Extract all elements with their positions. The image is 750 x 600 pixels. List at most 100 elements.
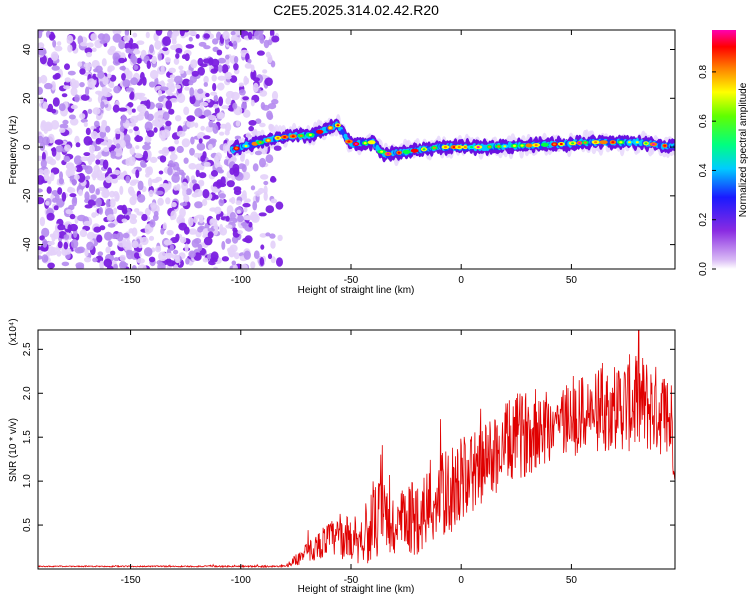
heatmap-noise-cell xyxy=(242,221,247,229)
heatmap-noise-cell xyxy=(119,254,126,262)
heatmap-noise-cell xyxy=(87,108,93,115)
heatmap-noise-cell xyxy=(218,193,226,199)
heatmap-noise-cell xyxy=(149,69,159,80)
heatmap-noise-cell xyxy=(244,158,250,166)
top-x-tick-label: -50 xyxy=(344,275,359,286)
heatmap-noise-cell xyxy=(134,135,144,142)
heatmap-noise-cell xyxy=(160,65,165,74)
heatmap-noise-cell xyxy=(211,74,217,82)
heatmap-peak-center xyxy=(520,144,524,147)
heatmap-noise-cell xyxy=(127,186,135,195)
heatmap-noise-cell xyxy=(175,115,182,122)
heatmap-noise-cell xyxy=(213,94,218,102)
heatmap-noise-cell xyxy=(185,188,192,196)
heatmap-noise-cell xyxy=(166,229,174,236)
heatmap-noise-cell xyxy=(136,211,144,216)
heatmap-noise-cell xyxy=(251,130,258,136)
heatmap-noise-cell xyxy=(43,168,50,176)
heatmap-noise-cell xyxy=(255,190,261,197)
heatmap-noise-cell xyxy=(256,50,265,56)
heatmap-noise-cell xyxy=(267,253,273,260)
heatmap-noise-cell xyxy=(47,241,55,246)
heatmap-noise-cell xyxy=(55,145,64,153)
heatmap-noise-cell xyxy=(95,154,102,160)
bottom-y-axis-label: SNR (10 * v/v) xyxy=(8,418,19,482)
heatmap-noise-cell xyxy=(39,216,46,227)
heatmap-noise-cell xyxy=(50,81,56,91)
heatmap-noise-cell xyxy=(265,232,271,237)
heatmap-noise-cell xyxy=(209,218,218,227)
heatmap-noise-cell xyxy=(90,194,97,200)
heatmap-noise-cell xyxy=(154,40,162,50)
heatmap-noise-cell xyxy=(271,99,279,105)
top-x-tick-label: -100 xyxy=(231,275,251,286)
heatmap-noise-cell xyxy=(110,250,116,256)
heatmap-peak-center xyxy=(363,142,367,145)
heatmap-noise-cell xyxy=(171,201,177,208)
heatmap-noise-cell xyxy=(132,49,141,55)
heatmap-noise-cell xyxy=(74,174,80,181)
heatmap-peak-center xyxy=(283,135,287,139)
heatmap-noise-cell xyxy=(133,126,139,132)
heatmap-noise-cell xyxy=(175,53,180,59)
heatmap-noise-cell xyxy=(47,176,52,185)
heatmap-noise-cell xyxy=(222,30,230,40)
top-panel: -150 -100 -50 0 50 -40 -20 0 20 40 Height of str… xyxy=(8,29,676,296)
heatmap-noise-cell xyxy=(69,213,76,220)
heatmap-noise-cell xyxy=(71,179,77,186)
heatmap-noise-cell xyxy=(138,243,143,249)
heatmap-noise-cell xyxy=(185,44,195,49)
heatmap-noise-cell xyxy=(160,227,165,235)
heatmap-noise-cell xyxy=(218,198,225,207)
colorbar-label: Normalized spectral amplitude xyxy=(738,82,749,217)
heatmap-noise-cell xyxy=(226,180,235,188)
heatmap-noise-cell xyxy=(189,95,196,105)
heatmap-noise-cell xyxy=(243,75,248,86)
heatmap-noise-cell xyxy=(155,110,164,120)
heatmap-noise-cell xyxy=(149,156,158,163)
heatmap-noise-cell xyxy=(147,130,155,138)
heatmap-noise-cell xyxy=(86,42,94,48)
heatmap-noise-cell xyxy=(77,61,83,67)
heatmap-noise-cell xyxy=(223,159,229,166)
heatmap-noise-cell xyxy=(255,118,262,124)
heatmap-noise-cell xyxy=(170,84,176,93)
heatmap-noise-cell xyxy=(267,103,277,110)
heatmap-noise-cell xyxy=(136,258,145,264)
heatmap-noise-cell xyxy=(250,261,256,269)
heatmap-noise-cell xyxy=(142,144,151,151)
heatmap-noise-cell xyxy=(92,170,97,181)
heatmap-peak-center xyxy=(318,130,322,133)
heatmap-noise-cell xyxy=(42,238,48,248)
heatmap-peak-center xyxy=(543,143,547,146)
heatmap-noise-cell xyxy=(125,157,131,167)
heatmap-noise-cell xyxy=(201,198,208,207)
heatmap-peak-center xyxy=(476,146,480,149)
heatmap-noise-cell xyxy=(107,73,112,79)
heatmap-noise-cell xyxy=(212,38,219,45)
heatmap-noise-cell xyxy=(128,213,137,220)
heatmap-noise-cell xyxy=(62,119,69,125)
heatmap-peak-center xyxy=(405,150,409,153)
heatmap-noise-cell xyxy=(38,30,43,39)
heatmap-noise-cell xyxy=(103,258,113,268)
heatmap-noise-cell xyxy=(80,94,90,101)
heatmap-noise-cell xyxy=(84,165,93,175)
heatmap-noise-cell xyxy=(38,197,45,205)
heatmap-peak-center xyxy=(611,141,615,144)
heatmap-noise-cell xyxy=(184,53,190,61)
heatmap-noise-cell xyxy=(112,33,122,43)
heatmap-noise-cell xyxy=(260,244,265,250)
heatmap-noise-cell xyxy=(63,80,72,87)
heatmap-noise-cell xyxy=(101,58,107,67)
heatmap-noise-cell xyxy=(103,92,112,98)
heatmap-noise-cell xyxy=(260,174,269,180)
bottom-panel: -150 -100 -50 0 50 0.5 1.0 1.5 2.0 2.5 Height of… xyxy=(8,318,676,595)
heatmap-noise-cell xyxy=(179,202,188,207)
heatmap-noise-cell xyxy=(129,181,137,186)
heatmap-noise-cell xyxy=(38,155,43,161)
heatmap-noise-cell xyxy=(77,214,86,222)
heatmap-noise-cell xyxy=(125,106,131,113)
heatmap-noise-cell xyxy=(193,152,201,158)
heatmap-noise-cell xyxy=(252,200,258,211)
